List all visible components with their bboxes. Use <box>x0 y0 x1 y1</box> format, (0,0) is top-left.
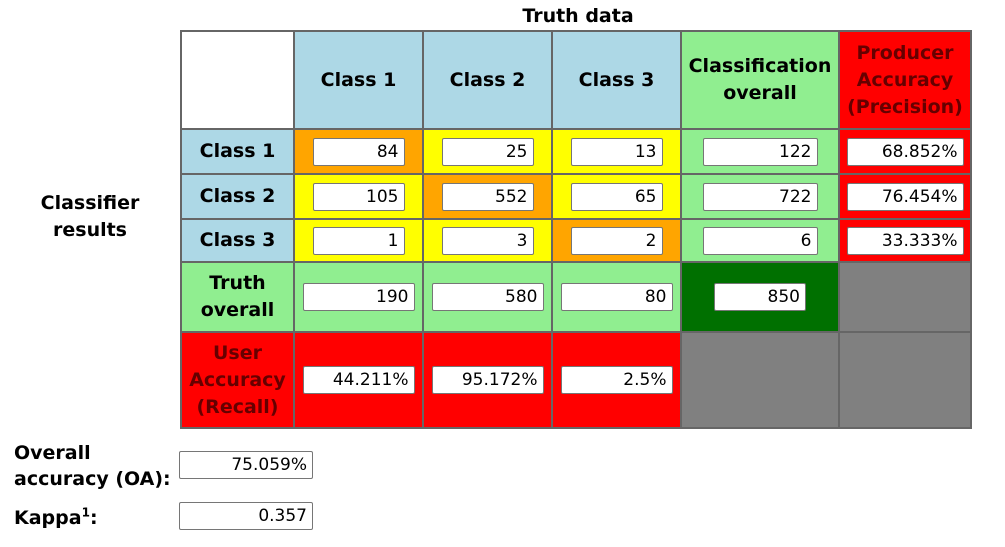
cell-r2-c1-input[interactable] <box>312 182 405 211</box>
row-2-producer-accuracy-input[interactable] <box>846 182 964 211</box>
cell-r2-c3-input[interactable] <box>570 182 663 211</box>
row-2-total-input[interactable] <box>702 182 818 211</box>
matrix-row-class-1: Class 1 <box>180 128 972 175</box>
row-1-producer-accuracy-input[interactable] <box>846 137 964 166</box>
col-header-classification-overall: Classification overall <box>680 30 840 130</box>
kappa-footnote-marker: 1 <box>81 505 90 520</box>
confusion-matrix-table: Class 1 Class 2 Class 3 Classification o… <box>180 30 972 429</box>
header-row: Class 1 Class 2 Class 3 Classification o… <box>180 30 972 130</box>
col-header-producer-accuracy: Producer Accuracy (Precision) <box>838 30 972 130</box>
kappa-label: Kappa1: <box>14 505 98 529</box>
empty-grey-cell <box>680 331 840 429</box>
row-header-user-accuracy: User Accuracy (Recall) <box>180 331 295 429</box>
corner-cell <box>180 30 295 130</box>
cell-r3-c3-input[interactable] <box>570 226 663 255</box>
empty-grey-cell <box>838 261 972 333</box>
row-1-total-input[interactable] <box>702 137 818 166</box>
cell-r1-c3-input[interactable] <box>570 137 663 166</box>
cell-r3-c2-input[interactable] <box>441 226 534 255</box>
overall-accuracy-label: Overall accuracy (OA): <box>14 442 171 490</box>
classifier-results-label: Classifier results <box>40 192 140 241</box>
kappa-input[interactable] <box>179 502 313 530</box>
row-header-class-1: Class 1 <box>180 128 295 175</box>
user-accuracy-row: User Accuracy (Recall) <box>180 331 972 429</box>
cell-r2-c2-input[interactable] <box>441 182 534 211</box>
empty-grey-cell <box>838 331 972 429</box>
matrix-row-class-2: Class 2 <box>180 173 972 220</box>
user-accuracy-c2-input[interactable] <box>431 366 544 394</box>
cell-r3-c1-input[interactable] <box>312 226 405 255</box>
truth-data-heading: Truth data <box>522 5 634 27</box>
col-header-class-1: Class 1 <box>293 30 424 130</box>
row-header-class-3: Class 3 <box>180 218 295 263</box>
truth-total-c1-input[interactable] <box>302 283 415 311</box>
truth-total-c2-input[interactable] <box>431 283 544 311</box>
col-header-class-2: Class 2 <box>422 30 553 130</box>
overall-accuracy-input[interactable] <box>179 451 313 479</box>
row-header-truth-overall: Truth overall <box>180 261 295 333</box>
user-accuracy-c1-input[interactable] <box>302 366 415 394</box>
cell-r1-c2-input[interactable] <box>441 137 534 166</box>
row-3-total-input[interactable] <box>702 226 818 255</box>
row-3-producer-accuracy-input[interactable] <box>846 226 964 255</box>
grand-total-input[interactable] <box>714 283 806 311</box>
col-header-class-3: Class 3 <box>551 30 682 130</box>
truth-total-c3-input[interactable] <box>560 283 673 311</box>
user-accuracy-c3-input[interactable] <box>560 366 673 394</box>
truth-overall-row: Truth overall <box>180 261 972 333</box>
matrix-row-class-3: Class 3 <box>180 218 972 263</box>
cell-r1-c1-input[interactable] <box>312 137 405 166</box>
row-header-class-2: Class 2 <box>180 173 295 220</box>
